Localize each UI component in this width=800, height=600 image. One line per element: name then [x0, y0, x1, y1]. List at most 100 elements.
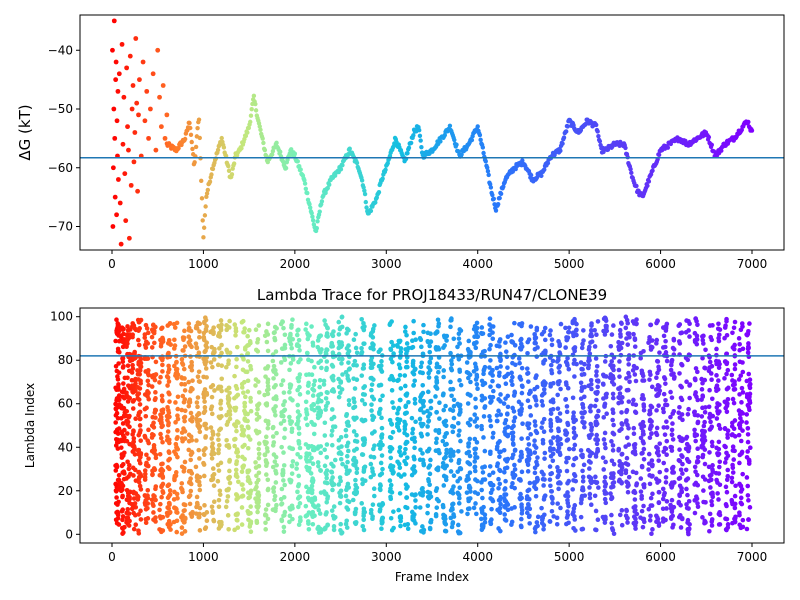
lambda-point [550, 399, 556, 405]
lambda-point [166, 500, 172, 506]
lambda-point [368, 454, 374, 459]
lambda-point [405, 484, 410, 490]
lambda-point [397, 449, 402, 454]
lambda-point [316, 405, 321, 411]
lambda-point [468, 489, 473, 494]
lambda-point [512, 415, 518, 420]
lambda-point [456, 420, 461, 426]
lambda-point [403, 446, 408, 452]
lambda-point [158, 374, 163, 380]
lambda-point [692, 498, 698, 503]
lambda-point [664, 452, 669, 458]
lambda-point [274, 430, 279, 436]
lambda-point [150, 471, 155, 477]
lambda-point [604, 411, 609, 417]
lambda-point [146, 372, 151, 378]
lambda-point [533, 493, 539, 499]
lambda-point [664, 402, 670, 408]
lambda-point [343, 493, 349, 499]
lambda-point [336, 482, 342, 487]
lambda-point [724, 489, 730, 495]
delta-g-point [634, 183, 639, 189]
lambda-point [649, 404, 655, 410]
lambda-point [661, 375, 667, 380]
lambda-point [564, 468, 570, 474]
lambda-point [632, 441, 638, 447]
lambda-point [265, 425, 271, 431]
lambda-point [464, 478, 469, 483]
lambda-point [634, 511, 640, 517]
delta-g-point [561, 135, 567, 140]
lambda-point [183, 516, 188, 522]
lambda-point [427, 343, 433, 349]
lambda-point [137, 460, 143, 466]
lambda-point [397, 491, 403, 496]
lambda-point [707, 411, 713, 417]
lambda-point [479, 426, 485, 432]
lambda-point [308, 471, 314, 476]
lambda-point [442, 528, 448, 534]
lambda-point [457, 466, 463, 471]
lambda-point [387, 376, 393, 382]
lambda-point [558, 441, 564, 447]
lambda-point [304, 350, 310, 356]
lambda-point [627, 334, 632, 340]
lambda-point [116, 361, 121, 366]
lambda-point [541, 350, 546, 355]
lambda-point [714, 388, 719, 393]
lambda-point [295, 415, 301, 420]
lambda-point [219, 388, 224, 394]
lambda-point [158, 412, 163, 417]
lambda-point [505, 393, 511, 399]
lambda-point [210, 466, 216, 471]
lambda-point [596, 379, 601, 384]
lambda-point [525, 469, 531, 474]
lambda-point [167, 341, 173, 347]
lambda-point [459, 509, 464, 514]
lambda-point [390, 429, 396, 435]
lambda-point [241, 427, 247, 433]
lambda-point [542, 390, 547, 396]
lambda-point [512, 320, 517, 326]
lambda-point [126, 523, 132, 528]
lambda-point [115, 502, 120, 507]
lambda-point [717, 512, 723, 518]
lambda-point [136, 531, 142, 536]
lambda-point [187, 493, 193, 498]
lambda-point [528, 451, 533, 457]
lambda-point [627, 379, 632, 385]
lambda-point [517, 375, 523, 381]
lambda-point [125, 515, 131, 521]
lambda-point [455, 490, 461, 496]
delta-g-point [417, 128, 422, 133]
lambda-point [210, 431, 216, 437]
lambda-point [225, 350, 230, 355]
lambda-point [136, 342, 142, 348]
lambda-point [312, 407, 317, 413]
lambda-point [563, 397, 568, 402]
delta-g-point [314, 226, 319, 231]
lambda-point [378, 460, 384, 466]
lambda-point [153, 519, 158, 524]
lambda-point [502, 457, 508, 462]
lambda-point [317, 377, 323, 383]
lambda-point [281, 494, 287, 500]
lambda-point [377, 508, 383, 514]
lambda-point [707, 365, 712, 370]
lambda-point [195, 320, 201, 326]
lambda-point [679, 516, 685, 522]
lambda-point [473, 345, 479, 351]
lambda-point [135, 497, 141, 502]
lambda-point [371, 346, 376, 352]
lambda-point [137, 423, 143, 428]
lambda-point [581, 328, 586, 333]
lambda-point [396, 407, 401, 412]
lambda-point [610, 407, 616, 412]
lambda-point [143, 502, 148, 508]
lambda-point [572, 442, 578, 448]
lambda-point [426, 465, 431, 470]
lambda-point [379, 453, 385, 458]
lambda-point [245, 445, 251, 451]
lambda-point [379, 359, 384, 364]
lambda-point [298, 454, 303, 460]
